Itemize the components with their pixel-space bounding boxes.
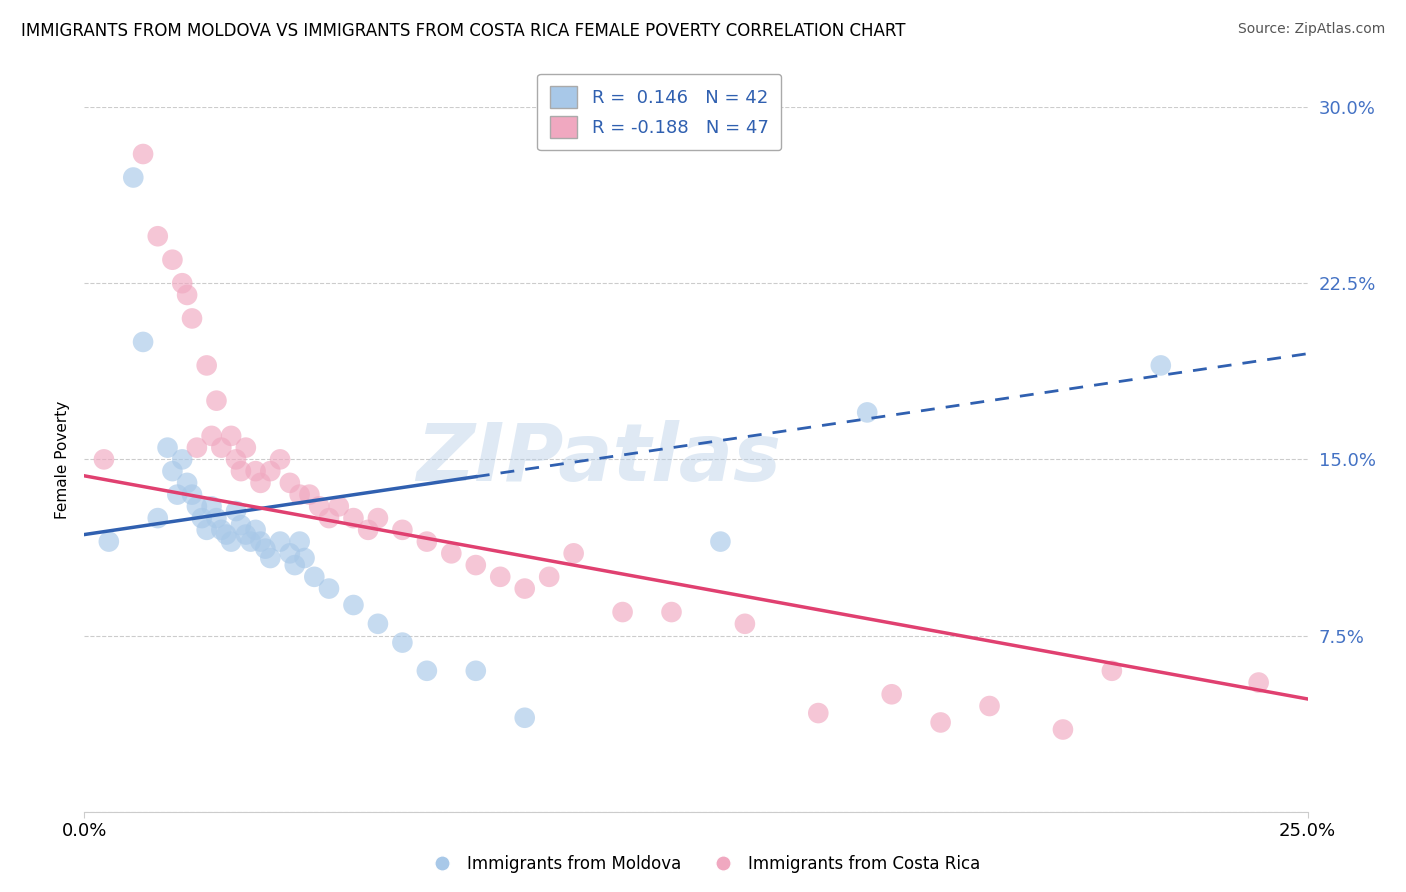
Point [807,706,830,720]
Point [391,635,413,649]
Point [176,288,198,302]
Point [1101,664,1123,678]
Point [93,452,115,467]
Y-axis label: Female Poverty: Female Poverty [55,401,70,518]
Point [219,429,242,443]
Point [661,605,683,619]
Point [225,504,247,518]
Point [195,359,218,373]
Point [122,170,145,185]
Point [464,664,486,678]
Point [205,393,228,408]
Text: ZIPatlas: ZIPatlas [416,420,780,499]
Point [186,441,208,455]
Point [162,252,184,267]
Point [146,511,169,525]
Point [440,546,463,560]
Point [562,546,585,560]
Point [304,570,326,584]
Point [464,558,486,573]
Point [513,711,536,725]
Point [734,616,756,631]
Point [166,487,188,501]
Point [249,475,271,490]
Point [342,511,364,525]
Point [308,500,330,514]
Point [200,500,222,514]
Text: IMMIGRANTS FROM MOLDOVA VS IMMIGRANTS FROM COSTA RICA FEMALE POVERTY CORRELATION: IMMIGRANTS FROM MOLDOVA VS IMMIGRANTS FR… [21,22,905,40]
Point [318,511,340,525]
Point [229,464,252,478]
Point [146,229,169,244]
Point [294,551,316,566]
Point [269,452,291,467]
Point [278,546,301,560]
Point [235,527,257,541]
Point [239,534,262,549]
Point [132,334,155,349]
Point [709,534,731,549]
Point [191,511,214,525]
Point [357,523,380,537]
Point [259,551,281,566]
Point [209,523,232,537]
Point [856,405,879,419]
Point [162,464,184,478]
Point [209,441,232,455]
Legend: R =  0.146   N = 42, R = -0.188   N = 47: R = 0.146 N = 42, R = -0.188 N = 47 [537,74,782,151]
Point [215,527,238,541]
Text: Source: ZipAtlas.com: Source: ZipAtlas.com [1237,22,1385,37]
Point [513,582,536,596]
Point [979,699,1001,714]
Point [1052,723,1074,737]
Point [245,523,267,537]
Point [288,487,311,501]
Point [288,534,311,549]
Point [181,311,204,326]
Point [219,534,242,549]
Point [1150,359,1173,373]
Point [489,570,512,584]
Point [328,500,350,514]
Point [284,558,307,573]
Point [269,534,291,549]
Point [186,500,208,514]
Point [367,616,389,631]
Point [278,475,301,490]
Point [318,582,340,596]
Point [367,511,389,525]
Point [254,541,277,556]
Point [1247,675,1270,690]
Legend: Immigrants from Moldova, Immigrants from Costa Rica: Immigrants from Moldova, Immigrants from… [419,848,987,880]
Point [416,664,439,678]
Point [538,570,561,584]
Point [249,534,271,549]
Point [298,487,321,501]
Point [342,598,364,612]
Point [416,534,439,549]
Point [205,511,228,525]
Point [200,429,222,443]
Point [156,441,179,455]
Point [172,276,194,290]
Point [97,534,120,549]
Point [195,523,218,537]
Point [391,523,413,537]
Point [181,487,204,501]
Point [235,441,257,455]
Point [229,518,252,533]
Point [929,715,952,730]
Point [132,147,155,161]
Point [225,452,247,467]
Point [880,687,903,701]
Point [259,464,281,478]
Point [172,452,194,467]
Point [245,464,267,478]
Point [176,475,198,490]
Point [612,605,634,619]
